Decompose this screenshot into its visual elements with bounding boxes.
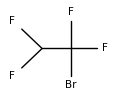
Text: F: F: [9, 16, 15, 26]
Text: Br: Br: [65, 80, 77, 90]
Text: F: F: [68, 7, 74, 17]
Text: F: F: [9, 71, 15, 81]
Text: F: F: [102, 43, 108, 54]
